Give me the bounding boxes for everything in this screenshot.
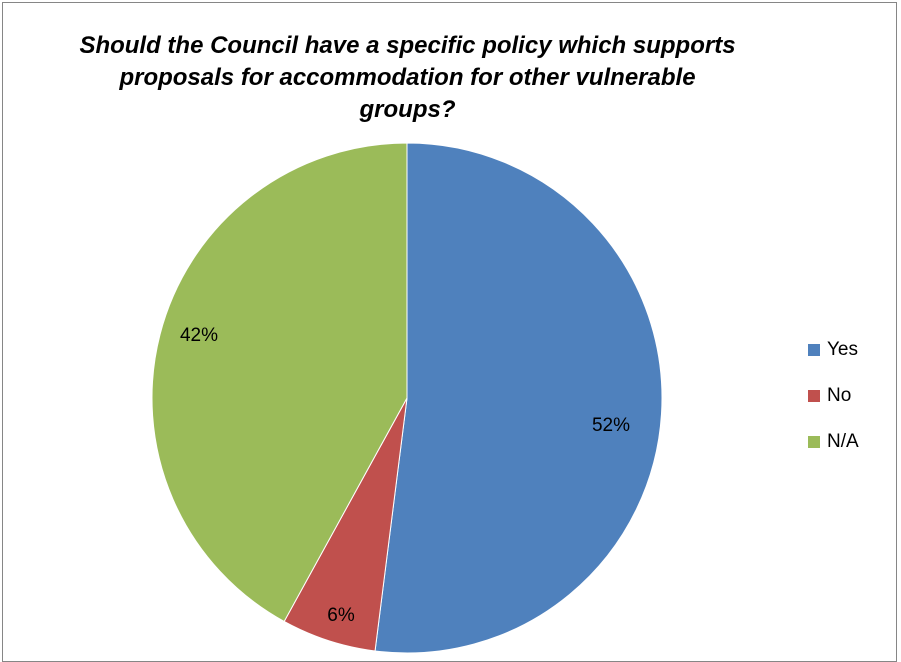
chart-title: Should the Council have a specific polic… [0, 30, 815, 126]
pie-labels: 52% 6% 42% [180, 325, 630, 626]
legend-swatch-yes [808, 344, 820, 356]
legend-item-yes: Yes [808, 338, 859, 362]
pie-slices [151, 142, 663, 654]
chart-title-line-2: proposals for accommodation for other vu… [119, 64, 696, 91]
legend-label-no: No [827, 385, 852, 406]
chart-title-line-3: groups? [359, 96, 456, 123]
data-label-yes: 52% [592, 415, 630, 436]
legend-label-na: N/A [827, 431, 859, 452]
legend-swatch-no [808, 390, 820, 402]
legend-item-na: N/A [808, 430, 859, 454]
chart-title-line-1: Should the Council have a specific polic… [79, 32, 736, 59]
pie-slice-na [151, 142, 408, 623]
legend-item-no: No [808, 384, 859, 408]
legend: Yes No N/A [808, 338, 859, 476]
legend-swatch-na [808, 436, 820, 448]
data-label-na: 42% [180, 325, 218, 346]
pie-slice-yes [374, 142, 663, 654]
legend-label-yes: Yes [827, 339, 858, 360]
data-label-no: 6% [327, 605, 355, 626]
